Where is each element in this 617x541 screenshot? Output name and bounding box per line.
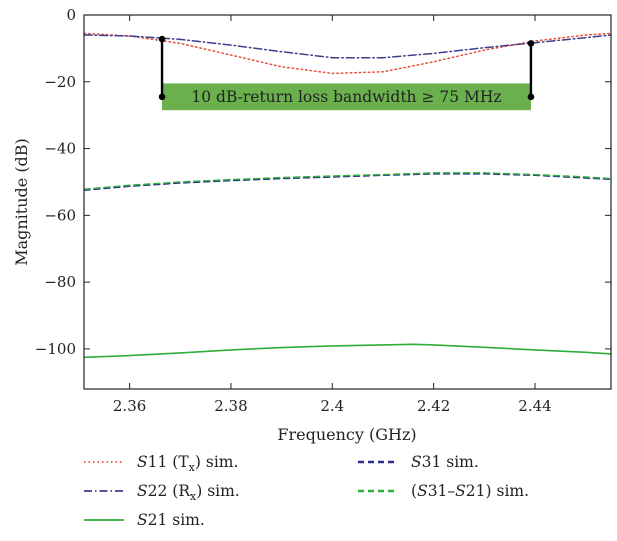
legend-label: S22 (Rx) sim. [137, 482, 240, 503]
bandwidth-annotation-box [162, 83, 531, 111]
annotation-layer: 10 dB-return loss bandwidth ≥ 75 MHz [158, 35, 535, 111]
legend: S11 (Tx) sim. S22 (Rx) sim. S21 sim. S31 si… [84, 453, 529, 529]
series-line-2 [84, 34, 611, 59]
x-tick-label: 2.36 [113, 397, 146, 415]
bandwidth-marker-dot-bottom-2 [527, 93, 535, 101]
legend-item-5: (S31–S21) sim. [358, 482, 529, 500]
y-tick-label: 0 [66, 6, 76, 24]
x-axis-label: Frequency (GHz) [277, 425, 416, 444]
x-tick-label: 2.42 [417, 397, 450, 415]
bandwidth-marker-dot-top-2 [527, 40, 535, 47]
x-tick-label: 2.44 [518, 397, 551, 415]
legend-label: S31 sim. [411, 453, 479, 471]
legend-item-4: S31 sim. [358, 453, 479, 471]
y-tick-label: −40 [44, 140, 76, 158]
series-line-4 [84, 173, 611, 192]
y-axis: 0 −20 −40 −60 −80 −100 [35, 6, 611, 358]
y-tick-label: −80 [44, 273, 76, 291]
legend-item-1: S11 (Tx) sim. [84, 453, 238, 474]
legend-item-2: S22 (Rx) sim. [84, 482, 240, 503]
legend-label: (S31–S21) sim. [411, 482, 529, 500]
y-axis-label: Magnitude (dB) [12, 138, 31, 266]
bandwidth-marker-dot-bottom-1 [158, 93, 166, 101]
series-layer [84, 32, 611, 359]
y-tick-label: −60 [44, 206, 76, 224]
x-tick-label: 2.38 [214, 397, 247, 415]
y-tick-label: −20 [44, 73, 76, 91]
legend-label: S21 sim. [137, 511, 205, 529]
series-line-3 [84, 343, 611, 359]
x-axis: 2.36 2.38 2.4 2.42 2.44 [113, 15, 552, 415]
series-line-5 [84, 172, 611, 191]
plot-frame [83, 14, 612, 390]
bandwidth-marker-dot-top-1 [158, 35, 166, 43]
bandwidth-annotation-text: 10 dB-return loss bandwidth ≥ 75 MHz [191, 88, 501, 106]
legend-label: S11 (Tx) sim. [137, 453, 238, 474]
legend-item-3: S21 sim. [84, 511, 205, 529]
x-tick-label: 2.4 [320, 397, 344, 415]
y-tick-label: −100 [35, 340, 76, 358]
